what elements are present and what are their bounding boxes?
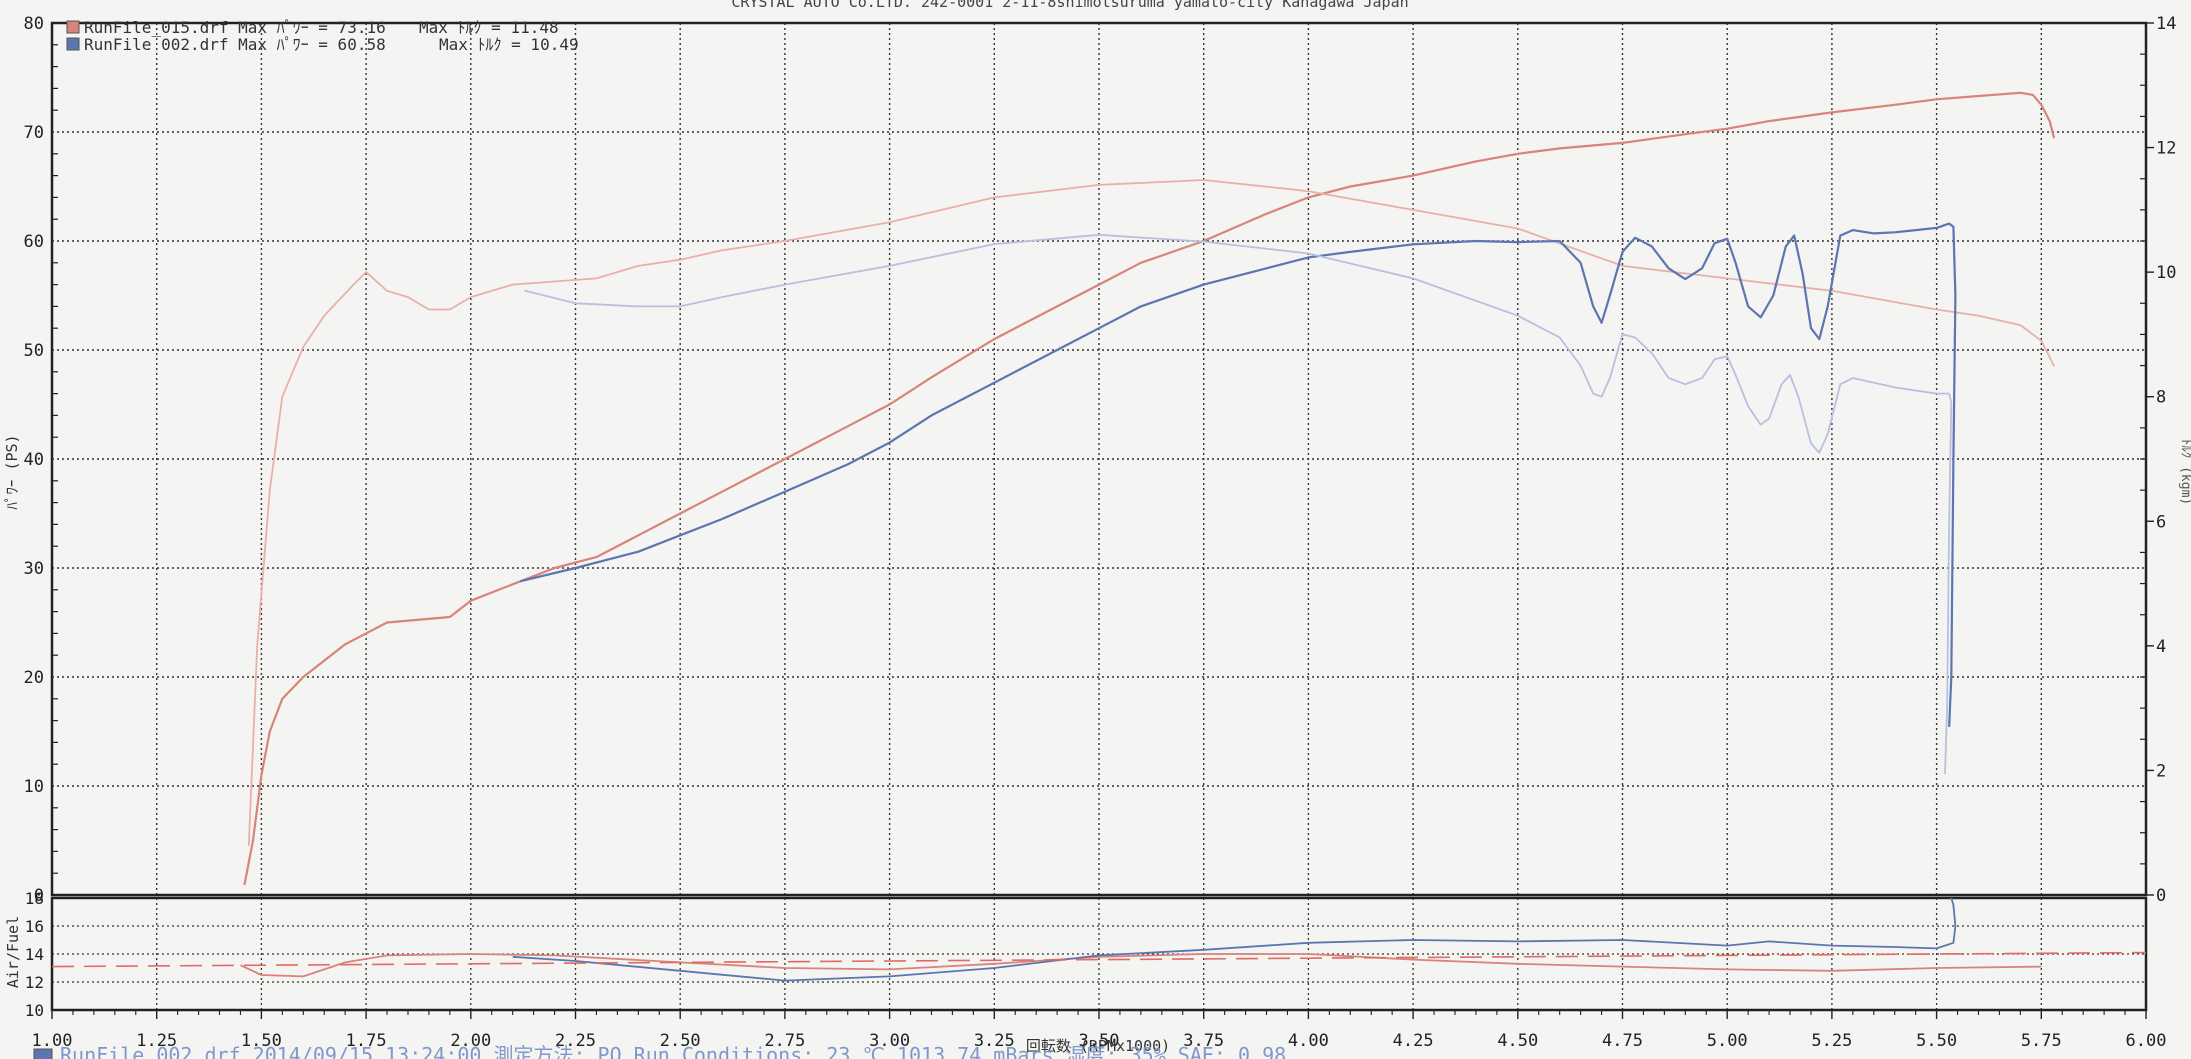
header-title: CRYSTAL AUTO Co.LTD. 242-0001 2-11-8shim… [731,0,1408,11]
rpm-tick-label: 5.75 [2021,1031,2062,1051]
af-tick-label: 18 [25,889,44,908]
rpm-axis-label: 回転数 (RPMx1000) [1026,1037,1170,1055]
rpm-tick-label: 2.75 [764,1031,805,1051]
rpm-tick-label: 2.25 [555,1031,596,1051]
air-fuel-axis-label: Air/Fuel [4,916,22,988]
rpm-tick-label: 3.25 [974,1031,1015,1051]
legend: RunFile_015.drf Max ﾊﾟﾜｰ = 73.16 Max ﾄﾙｸ… [66,18,579,54]
power-torque-series [243,91,2055,886]
torque-axis-ticks: 0 2 4 6 8 10 12 14 [2140,14,2176,906]
legend-swatch-run015 [66,20,80,34]
af-tick-label: 14 [25,945,44,964]
rpm-tick-label: 1.50 [241,1031,282,1051]
legend-text-run002: RunFile 002.drf Max ﾊﾟﾜｰ = 60.58 [84,35,386,54]
rpm-tick-label: 4.25 [1393,1031,1434,1051]
power-tick-label: 30 [24,559,44,579]
rpm-tick-label: 3.00 [869,1031,910,1051]
air-fuel-series [51,897,2147,982]
series-line-1 [247,179,2055,847]
power-tick-label: 10 [24,777,44,797]
legend-text-run015: RunFile_015.drf Max ﾊﾟﾜｰ = 73.16 [84,18,386,37]
torque-tick-label: 14 [2156,14,2176,34]
torque-tick-label: 2 [2156,761,2166,781]
torque-tick-label: 12 [2156,139,2176,159]
legend-max-torque-run015: Max ﾄﾙｸ = 11.48 [419,18,559,37]
af-tick-label: 10 [25,1001,44,1020]
footer-run-info: RunFile 002.drf 2014/09/15 13:24:00 測定方法… [60,1043,1286,1059]
rpm-tick-label: 4.50 [1497,1031,1538,1051]
main-chart-grid [51,22,2147,896]
footer-swatch [33,1048,53,1059]
torque-axis-label: ﾄﾙｸ (kgm) [2178,439,2191,505]
rpm-tick-label: 1.00 [32,1031,73,1051]
rpm-tick-label: 6.00 [2126,1031,2167,1051]
torque-tick-label: 0 [2156,886,2166,906]
torque-tick-label: 10 [2156,263,2176,283]
af-series-line-2 [51,951,2147,968]
power-tick-label: 20 [24,668,44,688]
rpm-tick-label: 4.75 [1602,1031,1643,1051]
power-axis-ticks: 0 10 20 30 40 50 60 70 80 [24,14,58,906]
torque-tick-label: 6 [2156,512,2166,532]
rpm-tick-label: 5.50 [1916,1031,1957,1051]
rpm-tick-label: 2.50 [660,1031,701,1051]
series-line-2 [520,222,1957,728]
legend-swatch-run002 [66,37,80,51]
rpm-tick-label: 1.25 [136,1031,177,1051]
af-series-line-0 [240,953,2042,978]
rpm-tick-label: 4.00 [1288,1031,1329,1051]
power-tick-label: 0 [34,886,44,906]
series-line-0 [243,91,2055,886]
rpm-tick-label: 3.50 [1079,1031,1120,1051]
rpm-tick-label: 3.75 [1183,1031,1224,1051]
torque-tick-label: 4 [2156,637,2166,657]
torque-tick-label: 8 [2156,388,2166,408]
series-line-3 [524,233,1953,775]
rpm-tick-label: 1.75 [346,1031,387,1051]
power-tick-label: 80 [24,14,44,34]
rpm-tick-label: 5.25 [1811,1031,1852,1051]
power-tick-label: 40 [24,450,44,470]
af-tick-label: 16 [25,917,44,936]
power-tick-label: 70 [24,123,44,143]
rpm-tick-label: 5.00 [1707,1031,1748,1051]
rpm-tick-label: 2.00 [450,1031,491,1051]
power-tick-label: 60 [24,232,44,252]
air-fuel-axis-ticks: 10 12 14 16 18 [25,889,44,1020]
legend-max-torque-run002: Max ﾄﾙｸ = 10.49 [439,35,579,54]
rpm-axis-ticks: 1.00 1.25 1.50 1.75 2.00 2.25 2.50 2.75 3.00 3.25… [32,1010,2167,1051]
af-series-line-1 [512,897,1957,982]
power-axis-label: ﾊﾟﾜｰ (PS) [3,434,21,509]
af-tick-label: 12 [25,973,44,992]
power-tick-label: 50 [24,341,44,361]
